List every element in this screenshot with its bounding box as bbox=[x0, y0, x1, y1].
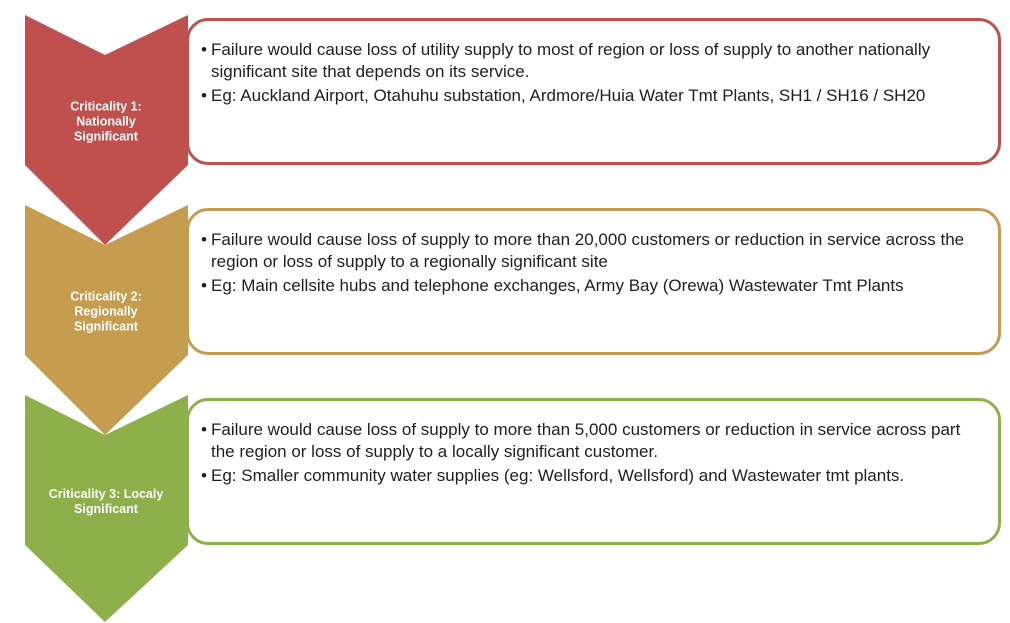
level-label: Significant bbox=[74, 502, 139, 516]
description-box: Failure would cause loss of supply to mo… bbox=[186, 208, 1001, 355]
bullet-text: Eg: Auckland Airport, Otahuhu substation… bbox=[201, 85, 984, 107]
level-label: Nationally bbox=[76, 114, 136, 128]
bullet-text: Eg: Main cellsite hubs and telephone exc… bbox=[201, 275, 984, 297]
bullet-text: Failure would cause loss of utility supp… bbox=[201, 39, 984, 83]
chevron bbox=[25, 205, 188, 435]
level-label: Regionally bbox=[74, 304, 137, 318]
chevron bbox=[25, 395, 188, 622]
bullet-text: Failure would cause loss of supply to mo… bbox=[201, 229, 984, 273]
level-label: Significant bbox=[74, 319, 139, 333]
chevron bbox=[25, 15, 188, 245]
description-box: Failure would cause loss of supply to mo… bbox=[186, 398, 1001, 545]
description-box: Failure would cause loss of utility supp… bbox=[186, 18, 1001, 165]
bullet-text: Failure would cause loss of supply to mo… bbox=[201, 419, 984, 463]
level-label: Criticality 1: bbox=[70, 99, 142, 113]
level-label: Significant bbox=[74, 129, 139, 143]
bullet-text: Eg: Smaller community water supplies (eg… bbox=[201, 465, 984, 487]
level-label: Criticality 3: Localy bbox=[49, 487, 164, 501]
level-label: Criticality 2: bbox=[70, 289, 142, 303]
